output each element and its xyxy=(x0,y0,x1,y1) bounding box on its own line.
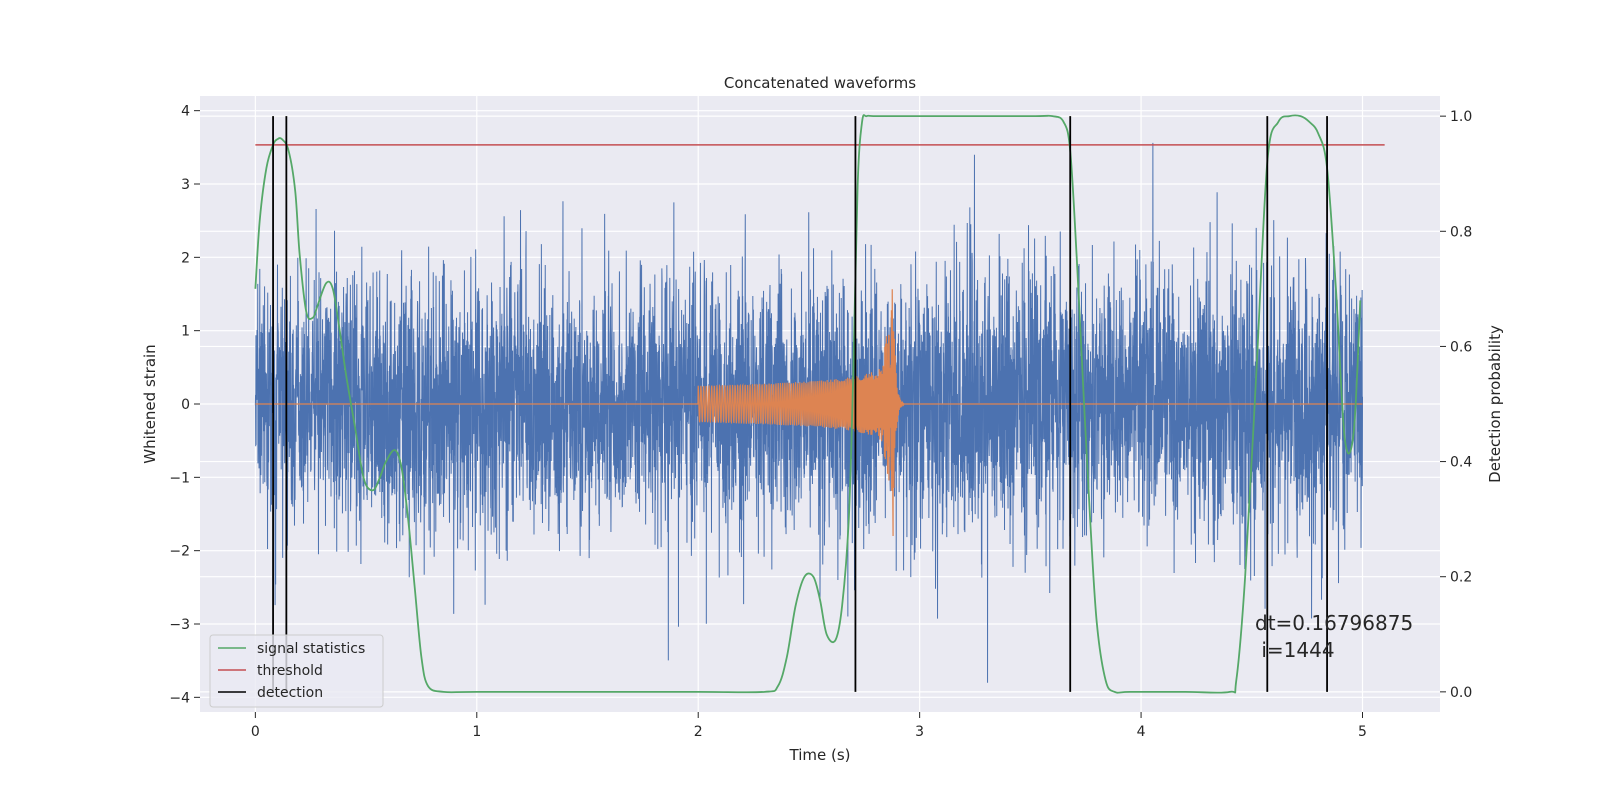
strain-series xyxy=(254,142,1363,683)
x-tick-label: 1 xyxy=(472,724,481,740)
legend: signal statistics threshold detection xyxy=(209,634,384,708)
signal-statistics-line xyxy=(254,114,1362,694)
y-tick-label: −4 xyxy=(169,690,190,706)
y-tick-label: 2 xyxy=(181,250,190,266)
signal-statistics-series xyxy=(254,114,1362,694)
injection-series xyxy=(255,289,1363,537)
annotation-i: i=1444 xyxy=(1255,638,1335,662)
y2-tick-label: 0.8 xyxy=(1450,224,1472,240)
chart-title: Concatenated waveforms xyxy=(724,74,916,92)
y2-axis-title: Detection probability xyxy=(1486,325,1504,483)
y-tick-label: 1 xyxy=(181,324,190,340)
detection-lines xyxy=(272,116,1328,692)
strain-line xyxy=(254,142,1363,683)
x-tick-label: 4 xyxy=(1137,724,1146,740)
y-axis-title: Whitened strain xyxy=(141,344,159,463)
injection-line xyxy=(255,289,1363,537)
y-tick-label: 3 xyxy=(181,177,190,193)
y2-tick-label: 0.4 xyxy=(1450,455,1472,471)
y-tick-label: −2 xyxy=(169,544,190,560)
y2-tick-label: 0.0 xyxy=(1450,685,1472,701)
axes: 0 1 2 3 4 5 4 3 2 1 0 −1 −2 −3 −4 1.0 0.8 0.6 0.4 0.2 0.0 xyxy=(169,104,1472,740)
y-tick-label: −3 xyxy=(169,617,190,633)
y2-tick-label: 0.2 xyxy=(1450,570,1472,586)
legend-box xyxy=(209,634,384,708)
legend-label-detection: detection xyxy=(257,685,323,701)
annotation-dt: dt=0.16796875 xyxy=(1255,611,1413,635)
x-tick-label: 5 xyxy=(1358,724,1367,740)
legend-label-signal: signal statistics xyxy=(257,641,365,657)
legend-label-threshold: threshold xyxy=(257,663,323,679)
x-axis-title: Time (s) xyxy=(789,746,851,764)
y2-tick-label: 0.6 xyxy=(1450,339,1472,355)
x-tick-label: 2 xyxy=(694,724,703,740)
y2-tick-label: 1.0 xyxy=(1450,109,1472,125)
y-tick-label: −1 xyxy=(169,470,190,486)
x-tick-label: 0 xyxy=(251,724,260,740)
x-tick-label: 3 xyxy=(915,724,924,740)
y-tick-label: 4 xyxy=(181,104,190,120)
y-tick-label: 0 xyxy=(181,397,190,413)
